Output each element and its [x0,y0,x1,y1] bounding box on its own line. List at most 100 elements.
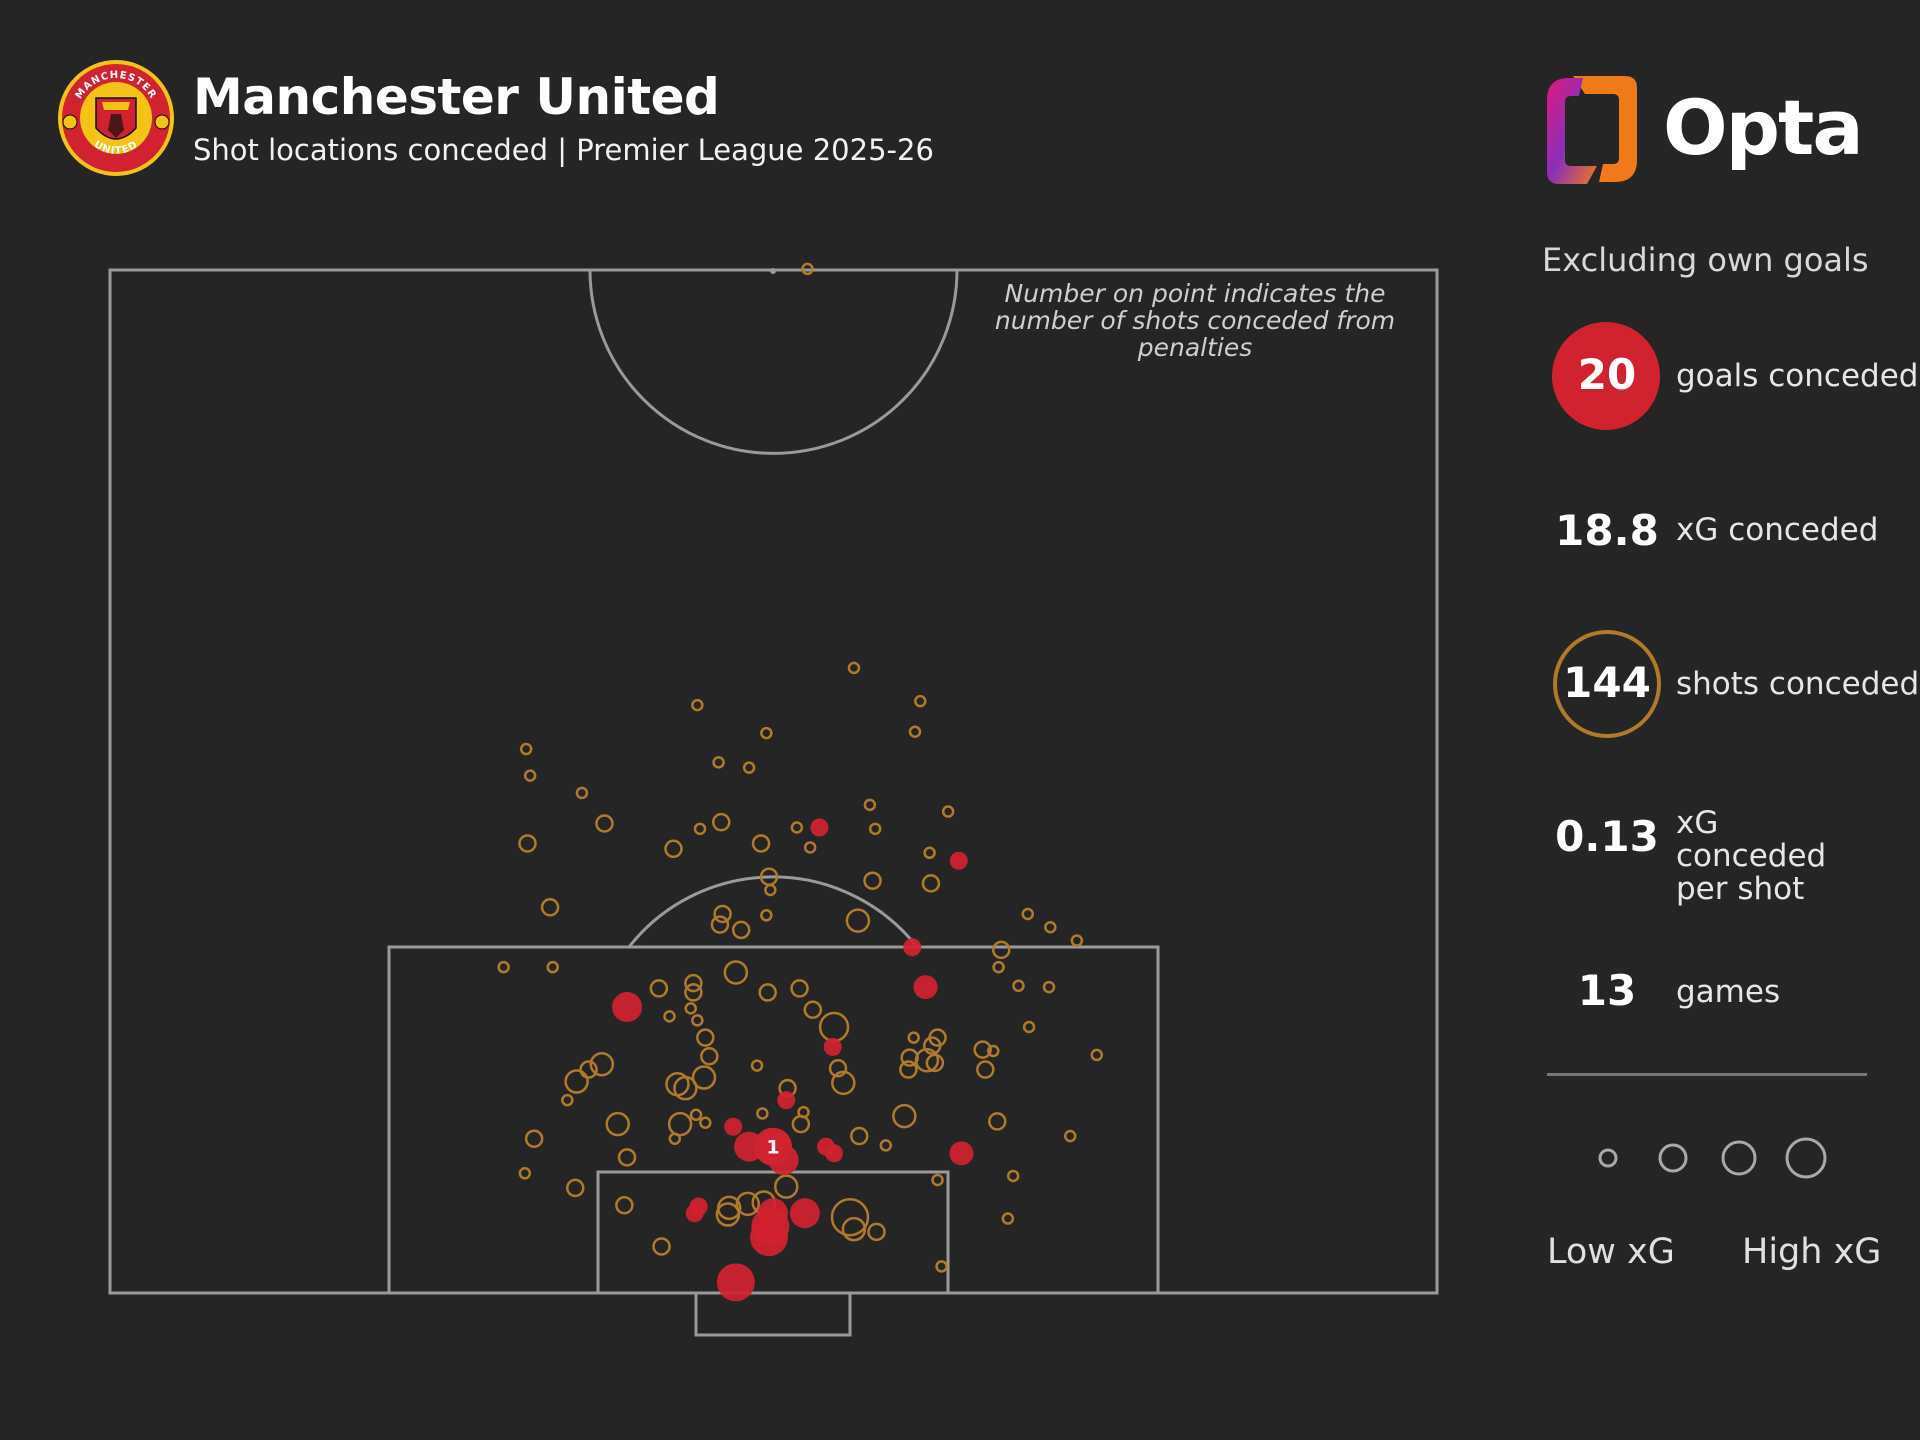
shot-point [673,1075,698,1101]
shot-point [976,1060,995,1079]
shot-point [760,726,773,740]
shot-point [691,698,704,712]
shot-point [652,1237,671,1256]
shot-point [803,841,817,854]
shot-point [791,1114,811,1134]
shot-point [595,814,614,833]
crest-ship [102,102,130,110]
shot-point [699,1116,712,1130]
shot-point [863,871,882,890]
goal-frame [694,1291,852,1337]
stat-goals-value: 20 [1577,350,1637,399]
shot-point [1044,921,1057,934]
penalty-arc [627,875,919,948]
shot-point [907,1031,920,1044]
shot-point [1021,907,1035,921]
stat-xg-per-shot-value: 0.13 [1555,812,1659,861]
goal-point [716,1263,755,1302]
stat-goals-label: goals conceded [1676,358,1919,394]
goal-point [949,851,968,870]
shot-point [863,798,877,812]
legend-size-circle [1598,1148,1618,1168]
legend-size-circle [1785,1137,1827,1179]
shot-point [868,822,882,836]
shot-point [518,834,537,853]
shot-point [710,915,730,934]
shot-point [758,983,777,1002]
stat-xg-label: xG conceded [1676,512,1879,548]
shot-point [742,761,756,774]
sidebar-divider [1547,1073,1867,1076]
shot-point [921,874,941,893]
goal-point [825,1144,844,1163]
shot-point [790,821,804,834]
shot-point [684,1002,697,1015]
shot-point [845,908,871,933]
shot-point [991,940,1011,960]
shot-point [828,1058,848,1078]
shot-point [899,1060,918,1079]
shot-point [605,1111,630,1137]
pitch-markings [108,268,1439,1337]
shot-point [723,960,749,985]
stat-shots-label: shots conceded [1676,666,1920,702]
shot-point [941,805,955,818]
shot-point [900,1048,919,1067]
shot-point [523,769,537,782]
shot-point [790,979,809,998]
goal-point [685,1204,704,1223]
shot-point [818,1011,850,1043]
shot-point [750,1059,764,1072]
shot-point [1090,1048,1104,1062]
shot-point [850,1126,869,1146]
shot-point [540,898,560,917]
shot-point [908,725,922,738]
shot-point [988,1112,1007,1131]
shot-point [922,1036,942,1055]
shot-point [987,1044,1000,1058]
shot-point [664,839,683,859]
shot-point [867,1222,886,1242]
shot-point [1042,980,1056,994]
shot-point [841,1216,867,1242]
shot-point [691,1065,717,1090]
shot-point [589,1051,615,1077]
shot-point [760,909,773,922]
crest-ball-right [154,114,170,130]
shot-point [497,960,510,974]
opta-logo-icon [1547,76,1637,184]
shot-point [803,1000,823,1019]
goal-point [949,1141,974,1166]
shot-point [566,1178,585,1198]
shot-point [1070,934,1084,947]
sidebar-subtitle: Excluding own goals [1542,241,1869,279]
goals-badge [1552,322,1660,430]
goal-point [750,1218,789,1257]
shot-point [615,1195,634,1215]
goals-layer [612,818,974,1302]
legend-high-label: High xG [1742,1232,1882,1272]
shot-point [1022,1020,1036,1034]
shot-point [751,834,771,853]
crest-ball-left [62,114,78,130]
penalty-goals-layer: 1 [754,1127,792,1166]
shot-point [973,1040,992,1059]
shot-point [519,742,533,756]
goal-point [823,1037,842,1056]
crest-text-bottom: UNITED [92,139,140,157]
shot-point [668,1132,682,1145]
shot-point [992,960,1005,974]
centre-spot [770,268,776,274]
shot-point [1012,979,1025,993]
shot-point [546,960,559,974]
shot-point [524,1129,544,1148]
shot-point [830,1197,870,1237]
stat-xg-value: 18.8 [1555,506,1659,555]
shot-point [1006,1169,1020,1183]
shot-point [879,1139,893,1152]
shot-point [667,1111,693,1137]
shot-point [847,661,861,675]
penalty-count-label: 1 [766,1137,779,1159]
xg-size-legend [1598,1137,1827,1179]
